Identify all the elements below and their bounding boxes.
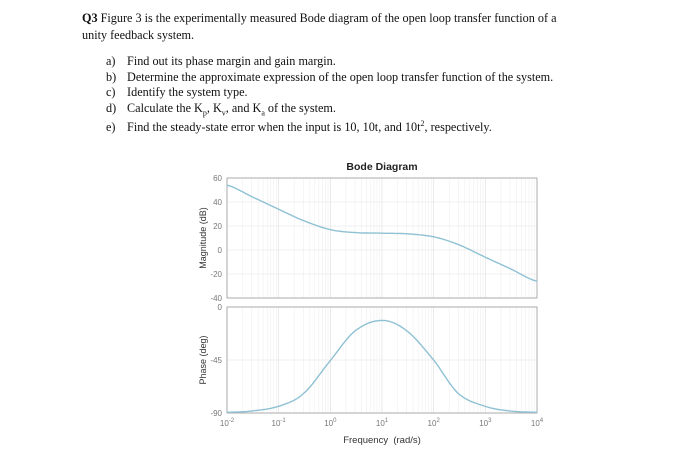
question-part-c: c) Identify the system type.	[106, 85, 666, 101]
svg-text:101: 101	[376, 418, 389, 428]
question-text-line1: Figure 3 is the experimentally measured …	[100, 11, 557, 25]
bode-title: Bode Diagram	[346, 161, 417, 173]
frequency-axis-label: Frequency (rad/s)	[343, 435, 421, 446]
question-number: Q3	[82, 11, 98, 25]
svg-text:102: 102	[428, 418, 441, 428]
part-label: a)	[106, 54, 116, 68]
svg-text:-40: -40	[210, 294, 222, 303]
question-part-b: b) Determine the approximate expression …	[106, 70, 666, 86]
part-text: Find out its phase margin and gain margi…	[127, 54, 336, 68]
phase-grid	[226, 306, 537, 414]
part-label: e)	[106, 120, 116, 135]
svg-text:0: 0	[218, 303, 223, 312]
svg-text:-45: -45	[210, 356, 222, 365]
part-label: b)	[106, 69, 117, 84]
part-text: Determine the approximate expression of …	[127, 69, 554, 84]
magnitude-axis-label: Magnitude (dB)	[198, 207, 208, 269]
phase-y-ticks: 0 -45 -90	[210, 303, 222, 418]
part-label: d)	[106, 100, 117, 115]
question-part-a: a) Find out its phase margin and gain ma…	[106, 54, 666, 70]
svg-text:0: 0	[218, 246, 223, 255]
svg-text:10-2: 10-2	[220, 418, 235, 428]
question-part-d: d) Calculate the Kp, Kv, and Ka of the s…	[106, 101, 666, 117]
question-part-e: e) Find the steady-state error when the …	[106, 116, 666, 135]
svg-text:60: 60	[213, 174, 222, 183]
question-intro: Q3 Figure 3 is the experimentally measur…	[82, 10, 662, 44]
magnitude-axes-box	[226, 177, 538, 299]
part-text: Identify the system type.	[127, 85, 248, 100]
part-text: Calculate the Kp, Kv, and Ka of the syst…	[127, 100, 336, 118]
svg-text:-90: -90	[210, 409, 222, 418]
part-label: c)	[106, 85, 116, 100]
svg-text:10-1: 10-1	[272, 418, 287, 428]
phase-curve	[227, 319, 537, 413]
svg-text:103: 103	[479, 418, 492, 428]
svg-text:20: 20	[213, 222, 222, 231]
phase-axes-box	[226, 306, 538, 414]
part-text: Find the steady-state error when the inp…	[127, 119, 492, 135]
question-text-line2: unity feedback system.	[82, 28, 195, 42]
magnitude-y-ticks: 60 40 20 0 -20 -40	[210, 174, 222, 303]
magnitude-curve	[226, 184, 538, 282]
svg-text:-20: -20	[210, 270, 222, 279]
phase-axis-label: Phase (deg)	[198, 335, 208, 384]
question-parts-list: a) Find out its phase margin and gain ma…	[106, 54, 666, 135]
frequency-x-ticks: 10-2 10-1 100 101 102 103 104	[220, 418, 544, 428]
svg-text:100: 100	[324, 418, 337, 428]
svg-text:40: 40	[213, 198, 222, 207]
magnitude-grid	[226, 177, 537, 299]
svg-text:104: 104	[531, 418, 544, 428]
